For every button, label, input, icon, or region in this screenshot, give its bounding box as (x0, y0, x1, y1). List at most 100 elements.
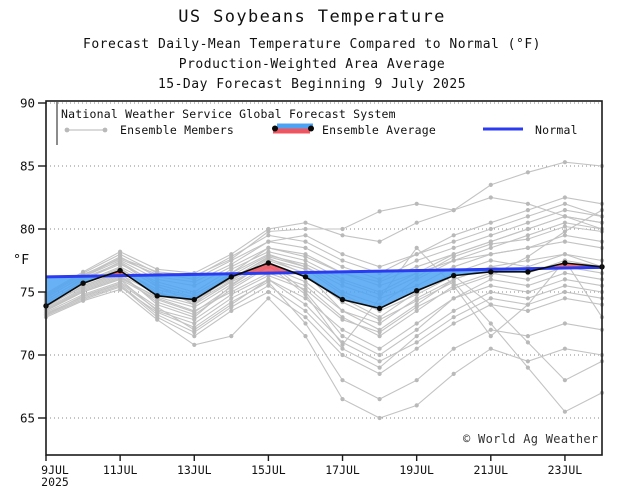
ensemble-member-dot (155, 307, 160, 312)
ensemble-average-dot (117, 267, 123, 274)
ensemble-member-dot (414, 403, 419, 408)
ensemble-average-line (45, 262, 603, 310)
ensemble-member-dot (414, 334, 419, 339)
ensemble-member-dot (525, 258, 531, 263)
ensemble-member-dot (525, 340, 531, 345)
ensemble-member-dot (303, 226, 308, 232)
ensemble-member-dot (377, 365, 382, 370)
ensemble-member-line (45, 288, 603, 419)
ensemble-member-dot (340, 378, 345, 383)
ensemble-member-dot (451, 208, 456, 213)
ensemble-member-dot (562, 409, 568, 414)
ensemble-member-dot (377, 317, 382, 322)
cool-anomaly-fill (127, 273, 241, 300)
ensemble-member-dot (229, 284, 234, 290)
ensemble-member-dot (562, 239, 568, 244)
ensemble-member-dot (155, 297, 160, 302)
ensemble-member-dot (266, 283, 271, 288)
ensemble-member-dot (229, 305, 234, 310)
ensemble-member-dot (488, 334, 493, 339)
ensemble-average-dot (302, 274, 309, 280)
ensemble-member-dot (229, 300, 234, 305)
ensemble-member-dot (525, 226, 531, 232)
ensemble-member-dot (488, 283, 493, 288)
ensemble-member-dot (340, 346, 345, 351)
ensemble-member-dot (562, 220, 568, 225)
ensemble-member-dot (525, 302, 531, 307)
x-axis-year-label: 2025 (41, 475, 69, 486)
ensemble-member-line (45, 196, 603, 297)
legend-member-marker-dot (102, 127, 108, 133)
ensemble-member-dot (229, 292, 234, 297)
ensemble-member-dot (303, 308, 308, 313)
ensemble-member-dot (303, 254, 308, 259)
x-tick-label: 21JUL (473, 463, 508, 477)
ensemble-member-dot (118, 249, 123, 254)
ensemble-member-dot (525, 214, 531, 219)
ensemble-member-dot (192, 310, 197, 315)
ensemble-member-dot (488, 277, 493, 282)
ensemble-member-dot (488, 273, 493, 278)
ensemble-member-dot (488, 252, 493, 257)
ensemble-member-dot (266, 296, 271, 301)
ensemble-member-dot (525, 254, 531, 259)
ensemble-member-dot (488, 226, 493, 232)
ensemble-member-dot (414, 252, 419, 257)
ensemble-average-dot (525, 269, 531, 275)
ensemble-member-dot (525, 201, 531, 206)
ensemble-member-dot (377, 209, 382, 214)
ensemble-member-dot (155, 317, 160, 322)
x-tick-label: 19JUL (399, 463, 434, 477)
ensemble-member-dot (414, 378, 419, 383)
x-tick-label: 9JUL (41, 463, 69, 477)
legend-average-marker-dot (272, 125, 278, 132)
ensemble-member-dot (340, 334, 345, 339)
ensemble-member-dot (488, 220, 493, 225)
ensemble-member-dot (562, 208, 568, 213)
ensemble-member-dot (340, 352, 345, 358)
ensemble-member-dot (451, 258, 456, 263)
ensemble-member-dot (525, 296, 531, 301)
ensemble-member-dot (414, 298, 419, 303)
y-tick-label: 75 (20, 285, 35, 300)
ensemble-member-dot (451, 239, 456, 244)
ensemble-member-dot (525, 365, 531, 370)
subtitle-area-average: Production-Weighted Area Average (178, 57, 446, 72)
ensemble-member-dot (414, 264, 419, 269)
ensemble-member-dot (340, 258, 345, 263)
ensemble-member-dot (451, 346, 456, 351)
ensemble-member-dot (562, 277, 568, 282)
ensemble-member-dot (266, 255, 271, 261)
ensemble-member-dot (451, 245, 456, 250)
ensemble-member-dot (488, 195, 493, 200)
ensemble-member-dot (303, 220, 308, 225)
ensemble-member-dot (488, 302, 493, 307)
ensemble-member-dot (414, 305, 419, 310)
ensemble-member-dot (525, 233, 531, 238)
ensemble-member-dot (118, 260, 123, 266)
ensemble-average-dot (339, 296, 346, 303)
ensemble-member-dot (562, 201, 568, 206)
ensemble-average-dot (228, 274, 234, 280)
ensemble-member-dot (81, 289, 86, 295)
ensemble-member-dot (377, 264, 382, 269)
ensemble-member-dot (81, 269, 86, 274)
ensemble-member-line (45, 278, 603, 362)
ensemble-member-dot (340, 397, 345, 402)
page-title: US Soybeans Temperature (178, 7, 446, 27)
ensemble-member-line (45, 215, 603, 304)
ensemble-member-dot (118, 277, 123, 282)
x-tick-label: 13JUL (177, 463, 212, 477)
ensemble-member-line (45, 203, 603, 295)
ensemble-member-dot (562, 346, 568, 351)
ensemble-member-dot (118, 284, 123, 290)
ensemble-member-dot (229, 308, 234, 313)
ensemble-member-line (45, 281, 603, 400)
ensemble-member-dot (266, 245, 271, 250)
ensemble-member-dot (266, 279, 271, 284)
ensemble-average-dot (80, 280, 86, 286)
ensemble-member-dot (525, 289, 531, 295)
ensemble-member-dot (562, 224, 568, 229)
